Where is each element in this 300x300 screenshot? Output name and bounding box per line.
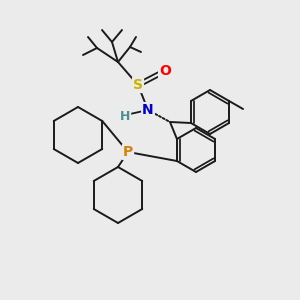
Text: N: N xyxy=(142,103,154,117)
Text: O: O xyxy=(159,64,171,78)
Text: H: H xyxy=(120,110,130,124)
Text: P: P xyxy=(123,145,133,159)
Text: S: S xyxy=(133,78,143,92)
